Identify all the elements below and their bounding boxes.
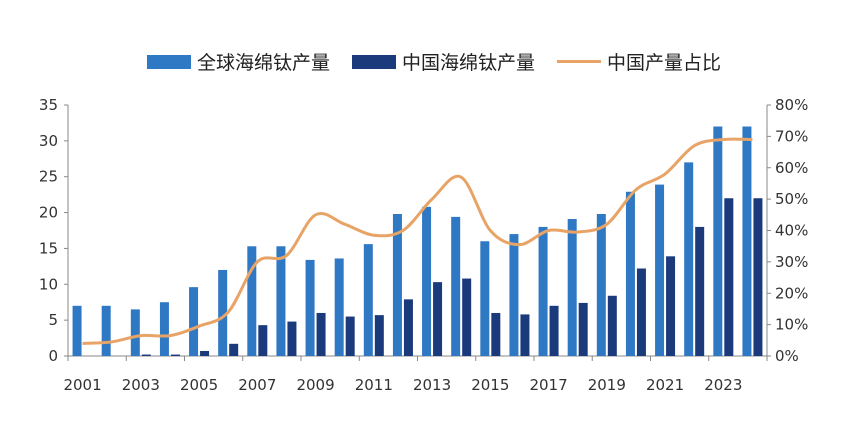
bar-global [713,126,723,356]
bar-global [363,244,373,356]
bar-china [578,302,588,356]
bar-global [159,302,169,356]
bar-global [567,219,577,356]
y-right-tick-label: 0% [775,347,799,365]
share-line [82,137,753,345]
y-left-tick-label: 25 [39,168,58,186]
bar-global [684,162,694,356]
bar-china [403,299,413,356]
x-tick-label: 2009 [296,376,334,394]
bar-global [451,216,461,356]
x-tick-label: 2001 [63,376,101,394]
bar-global [101,305,111,356]
y-right-tick-label: 70% [775,127,808,145]
bar-china [229,343,239,356]
bar-china [724,198,734,356]
bar-china [170,354,180,356]
y-left-tick-label: 10 [39,275,58,293]
bar-china [374,315,384,356]
bar-china [316,312,326,356]
legend-label: 全球海绵钛产量 [196,52,330,74]
legend-swatch [351,54,396,69]
bar-china [491,312,501,356]
legend-item-share: 中国产量占比 [557,48,721,75]
bar-china [636,268,646,356]
bar-china [141,354,151,356]
bar-global [305,259,315,356]
bar-global [422,206,432,356]
bar-global [596,214,606,356]
legend-item-china: 中国海绵钛产量 [351,48,535,75]
bar-global [189,287,199,356]
x-tick-label: 2003 [122,376,160,394]
bar-china [753,198,763,356]
legend-label: 中国产量占比 [607,52,722,74]
y-right-tick-label: 50% [775,190,808,208]
y-left-tick-label: 35 [39,96,58,114]
x-tick-label: 2005 [180,376,218,394]
legend-item-global: 全球海绵钛产量 [146,48,330,75]
legend-label: 中国海绵钛产量 [401,52,535,74]
bar-china [549,305,559,356]
bar-global [655,184,665,356]
y-left-tick-label: 30 [39,132,58,150]
legend-swatch [146,54,191,69]
bar-global [276,246,286,356]
bar-global [247,246,257,356]
y-right-tick-label: 30% [775,253,808,271]
y-right-tick-label: 10% [775,316,808,334]
y-right-tick-label: 60% [775,159,808,177]
bar-global [742,126,752,356]
bar-china [520,314,530,356]
x-tick-label: 2011 [355,376,393,394]
bar-global [334,258,344,356]
bar-china [200,350,210,356]
bar-china [433,282,443,356]
x-tick-label: 2023 [704,376,742,394]
y-left-tick-label: 15 [39,239,58,257]
x-tick-label: 2019 [588,376,626,394]
bar-global [538,226,548,356]
y-right-tick-label: 20% [775,284,808,302]
bar-china [462,278,472,356]
bar-china [607,295,617,356]
bar-global [625,191,635,356]
y-left-tick-label: 0 [48,347,58,365]
y-right-tick-label: 80% [775,96,808,114]
bar-china [695,226,705,356]
bar-global [509,234,519,356]
x-tick-label: 2015 [471,376,509,394]
x-tick-label: 2013 [413,376,451,394]
legend-swatch [557,60,601,63]
x-tick-label: 2017 [529,376,567,394]
bar-china [287,321,297,356]
bar-china [345,316,355,356]
bar-global [130,309,140,356]
bar-global [218,269,228,356]
y-left-tick-label: 20 [39,204,58,222]
y-right-tick-label: 40% [775,222,808,240]
x-tick-label: 2007 [238,376,276,394]
legend: 全球海绵钛产量 中国海绵钛产量 中国产量占比 [0,48,868,75]
bar-global [480,241,490,356]
x-tick-label: 2021 [646,376,684,394]
y-left-tick-label: 5 [48,311,58,329]
bar-global [392,214,402,356]
bar-global [72,305,82,356]
bar-china [666,256,676,356]
bar-china [258,325,268,356]
